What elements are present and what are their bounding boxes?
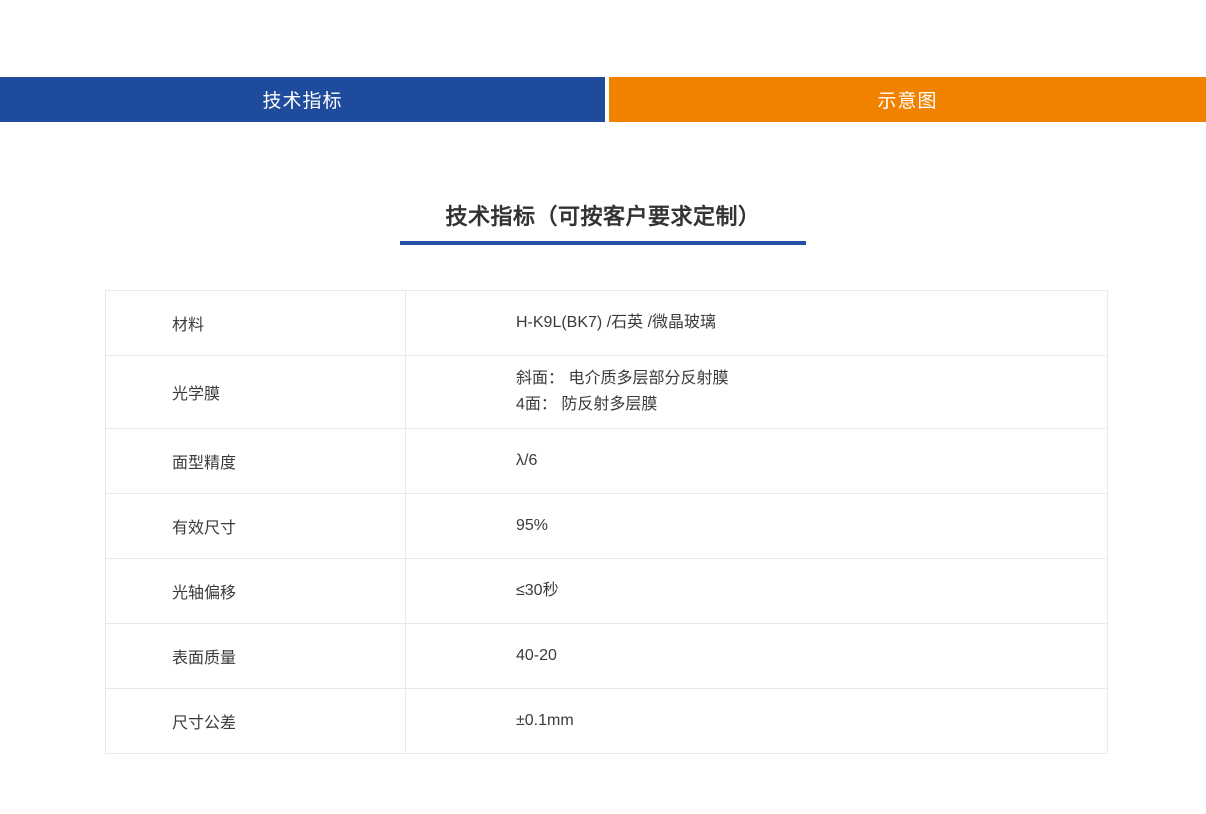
title-underline <box>400 241 806 245</box>
table-row: 光学膜 斜面： 电介质多层部分反射膜 4面： 防反射多层膜 <box>106 355 1107 428</box>
table-row: 尺寸公差 ±0.1mm <box>106 688 1107 753</box>
row-label: 光轴偏移 <box>106 559 406 623</box>
table-row: 材料 H-K9L(BK7) /石英 /微晶玻璃 <box>106 291 1107 355</box>
row-value: 40-20 <box>516 647 557 664</box>
row-label: 面型精度 <box>106 429 406 493</box>
row-label: 光学膜 <box>106 356 406 428</box>
row-label: 有效尺寸 <box>106 494 406 558</box>
table-row: 面型精度 λ/6 <box>106 428 1107 493</box>
row-value: λ/6 <box>516 452 538 469</box>
row-value: 斜面： 电介质多层部分反射膜 4面： 防反射多层膜 <box>516 370 729 413</box>
row-label: 尺寸公差 <box>106 689 406 753</box>
tab-schematic[interactable]: 示意图 <box>609 77 1206 122</box>
row-label: 表面质量 <box>106 624 406 688</box>
tab-bar: 技术指标 示意图 <box>0 77 1206 122</box>
section-title: 技术指标（可按客户要求定制） <box>445 204 761 229</box>
section-header: 技术指标（可按客户要求定制） <box>0 204 1206 245</box>
row-value: ±0.1mm <box>516 712 574 729</box>
row-value: H-K9L(BK7) /石英 /微晶玻璃 <box>516 314 717 331</box>
table-row: 光轴偏移 ≤30秒 <box>106 558 1107 623</box>
row-label: 材料 <box>106 291 406 355</box>
row-value: ≤30秒 <box>516 582 559 599</box>
spec-table: 材料 H-K9L(BK7) /石英 /微晶玻璃 光学膜 斜面： 电介质多层部分反… <box>105 290 1108 754</box>
tab-tech-specs[interactable]: 技术指标 <box>0 77 605 122</box>
table-row: 表面质量 40-20 <box>106 623 1107 688</box>
table-row: 有效尺寸 95% <box>106 493 1107 558</box>
row-value: 95% <box>516 517 549 534</box>
